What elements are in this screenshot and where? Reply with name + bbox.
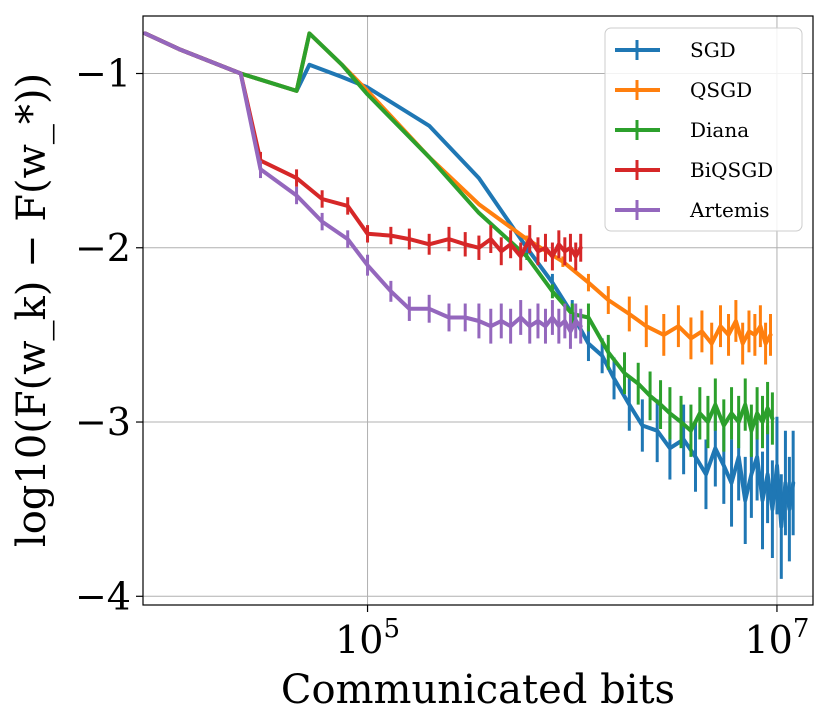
- series-line-diana: [143, 31, 775, 433]
- series-artemis: [143, 31, 583, 349]
- y-tick-label: −4: [75, 574, 131, 618]
- legend-entry-biqsgd: BiQSGD: [615, 158, 773, 182]
- legend-label: QSGD: [690, 78, 752, 102]
- series-sgd: [143, 31, 796, 579]
- series-biqsgd: [143, 31, 583, 271]
- y-axis-title: log10(F(w_k) − F(w_*)): [9, 73, 55, 547]
- legend-box: [604, 27, 803, 232]
- ticks: 105 107 −1 −2 −3 −4: [75, 52, 809, 662]
- y-tick-label: −1: [75, 52, 131, 96]
- series-line-sgd: [143, 31, 796, 529]
- x-tick-label: 105: [335, 614, 400, 662]
- legend-label: Artemis: [689, 198, 770, 222]
- series-diana: [143, 31, 775, 457]
- x-tick-label: 107: [745, 614, 810, 662]
- y-tick-label: −2: [75, 226, 131, 270]
- legend-label: Diana: [690, 118, 749, 142]
- legend: SGD QSGD Diana BiQSGD Artemis: [604, 27, 803, 232]
- legend-entry-sgd: SGD: [615, 38, 736, 62]
- series-layer: [143, 31, 796, 579]
- series-line-biqsgd: [143, 31, 583, 259]
- legend-entry-diana: Diana: [615, 118, 749, 142]
- legend-label: SGD: [690, 38, 736, 62]
- plot-frame: [142, 15, 814, 606]
- legend-entry-artemis: Artemis: [615, 198, 770, 222]
- legend-label: BiQSGD: [690, 158, 773, 182]
- legend-entry-qsgd: QSGD: [615, 78, 752, 102]
- x-axis-title: Communicated bits: [281, 667, 675, 713]
- series-line-artemis: [143, 31, 583, 334]
- y-tick-label: −3: [75, 400, 131, 444]
